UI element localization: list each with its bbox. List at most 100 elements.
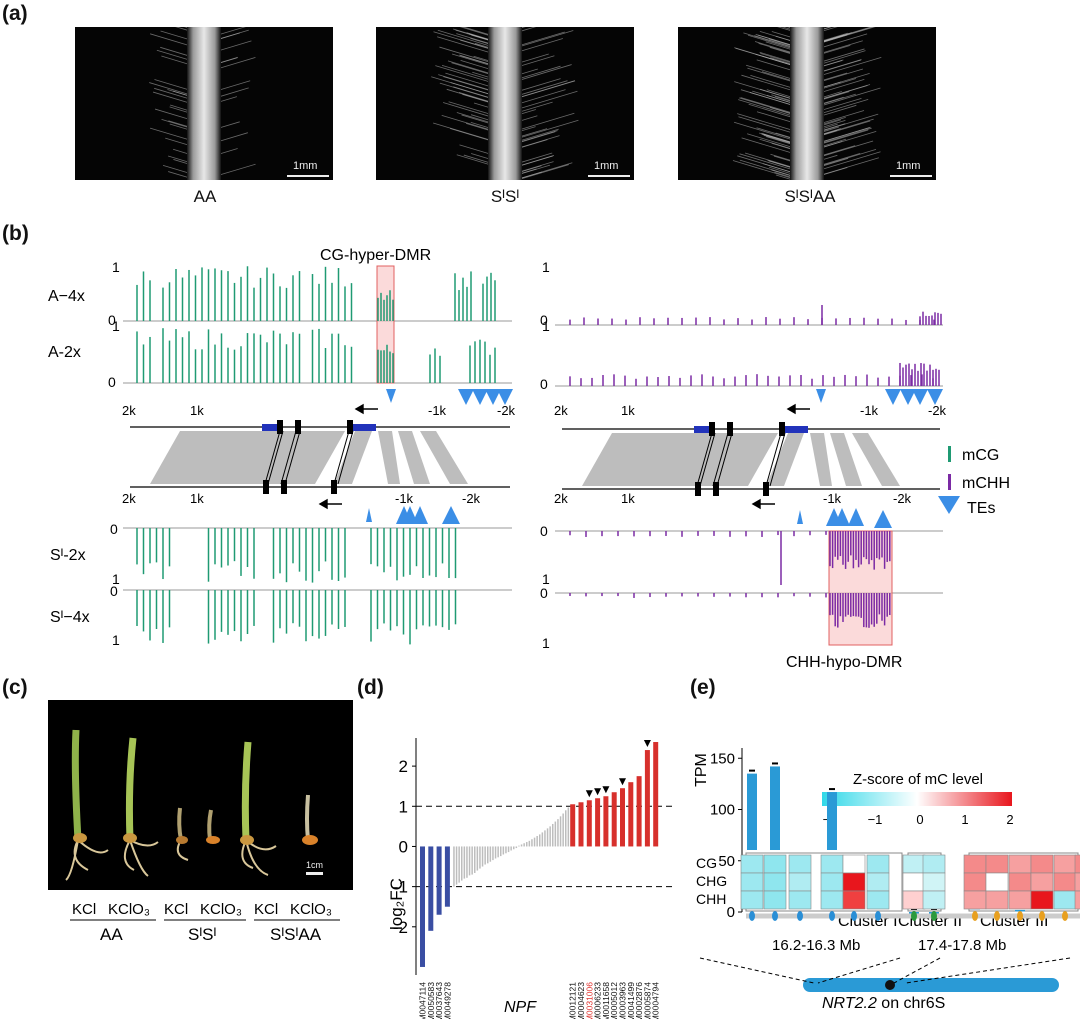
- svg-text:-2k: -2k: [497, 403, 516, 418]
- scale-bar: [287, 175, 329, 177]
- heat-cell: [1030, 872, 1054, 892]
- marker-triangle: [619, 778, 626, 786]
- heat-cell: [820, 854, 844, 874]
- y-tick-label: 0: [399, 837, 408, 856]
- svg-text:-2k: -2k: [928, 403, 947, 418]
- heat-cell: [842, 872, 866, 892]
- axis-one: 1: [542, 318, 550, 334]
- track-label-a2x: A-2x: [48, 344, 81, 361]
- npf-bar: [494, 846, 497, 859]
- npf-log2fc-chart: log₂FC NPF -2-1012EVM0047114EVM0050583EV…: [387, 738, 672, 1019]
- panel-label-e: (e): [690, 676, 716, 699]
- axis-one: 1: [112, 259, 120, 275]
- npf-bar: [463, 846, 466, 879]
- svg-text:2k: 2k: [554, 403, 568, 418]
- heat-legend-tick: 1: [961, 812, 968, 827]
- npf-bar: [466, 846, 468, 878]
- heat-legend-tick: 2: [1006, 812, 1013, 827]
- npf-bar: [453, 846, 455, 887]
- root-hairs-sisiaa: [732, 27, 882, 180]
- gene-id-label: EVM0031006: [584, 982, 594, 1019]
- npf-bar: [578, 802, 584, 847]
- axis-one: 1: [542, 571, 550, 587]
- svg-text:SᴵSᴵ: SᴵSᴵ: [188, 925, 216, 944]
- panel-label-b: (b): [2, 222, 29, 245]
- heat-cell: [1053, 872, 1077, 892]
- heat-legend-title: Z-score of mC level: [853, 771, 983, 788]
- region-left-label: 16.2-16.3 Mb: [772, 937, 860, 954]
- npf-bar: [533, 837, 536, 847]
- heat-cell: [866, 854, 890, 874]
- gene-axes: [130, 426, 940, 490]
- npf-bar: [479, 846, 481, 869]
- npf-bar: [603, 796, 609, 847]
- gene-id-label: EVM0003963: [618, 982, 628, 1019]
- heat-cell: [985, 872, 1009, 892]
- gene-id-label: EVM0011658: [601, 982, 611, 1019]
- npf-bar: [487, 846, 489, 864]
- npf-bar: [515, 846, 518, 849]
- npf-bar: [513, 846, 515, 850]
- heat-row-label: CG: [696, 855, 717, 871]
- svg-text:1k: 1k: [190, 403, 204, 418]
- scale-label: 1mm: [896, 160, 921, 172]
- gene-position-marker: [851, 911, 857, 921]
- svg-text:1k: 1k: [190, 491, 204, 506]
- npf-bar: [653, 742, 659, 847]
- gene-position-marker: [1062, 911, 1068, 921]
- gene-position-marker: [829, 911, 835, 921]
- gene-position-marker: [994, 911, 1000, 921]
- y-tick-label: -2: [393, 918, 408, 937]
- npf-bar: [562, 813, 564, 847]
- gene-id-label: EVM0006233: [593, 982, 603, 1019]
- gene-position-marker: [749, 911, 755, 921]
- gene-position-marker: [1017, 911, 1023, 921]
- axis-one: 1: [542, 259, 550, 275]
- gene-id-label: EVM0049278: [442, 982, 452, 1019]
- heat-cell: [763, 854, 787, 874]
- heat-cell: [985, 854, 1009, 874]
- tpm-tick-label: 50: [718, 853, 735, 870]
- treatment-labels: KCl KClO₃ KCl KClO₃ KCl KClO₃ AA SᴵSᴵ Sᴵ…: [70, 901, 340, 944]
- legend-mcg-swatch: [948, 446, 951, 462]
- npf-bar: [559, 816, 562, 847]
- axis-zero: 0: [540, 376, 548, 392]
- gene-position-marker: [797, 911, 803, 921]
- axis-zero: 0: [110, 521, 118, 537]
- y-axis-label: log₂FC: [387, 878, 406, 930]
- svg-text:SᴵSᴵAA: SᴵSᴵAA: [270, 925, 322, 944]
- root-hairs-aa: [149, 27, 256, 179]
- npf-bar: [544, 830, 546, 847]
- npf-bar: [539, 834, 541, 847]
- gene-label: NRT2.2 on chr6S: [822, 995, 945, 1012]
- root-image-sisi: 1mm: [376, 27, 634, 180]
- svg-text:-1k: -1k: [428, 403, 447, 418]
- npf-bar: [507, 846, 510, 853]
- npf-bar: [484, 846, 486, 865]
- npf-bar: [628, 782, 634, 847]
- gene-position-marker: [772, 911, 778, 921]
- npf-bar: [528, 840, 531, 847]
- npf-bar: [497, 846, 499, 858]
- legend-mchh-swatch: [948, 474, 951, 490]
- heat-cell: [788, 890, 812, 910]
- root-axis-sisi: [488, 27, 522, 180]
- tpm-tick-label: 150: [710, 750, 735, 767]
- heat-cell: [1074, 890, 1080, 910]
- svg-text:KCl: KCl: [254, 901, 278, 918]
- svg-text:-2k: -2k: [462, 491, 481, 506]
- npf-bar: [455, 846, 458, 885]
- heat-cell: [788, 872, 812, 892]
- utr-left: [262, 424, 376, 431]
- npf-bar: [531, 839, 533, 847]
- axis-one: 1: [542, 635, 550, 651]
- npf-bar: [554, 821, 557, 847]
- root-image-aa: 1mm: [75, 27, 333, 180]
- root-image-sisiaa: 1mm: [678, 27, 936, 180]
- axis-one: 1: [112, 632, 120, 648]
- npf-bar: [620, 788, 625, 847]
- svg-text:2k: 2k: [122, 491, 136, 506]
- heat-cell: [922, 854, 946, 874]
- heat-cell: [740, 854, 764, 874]
- centromere: [885, 980, 895, 990]
